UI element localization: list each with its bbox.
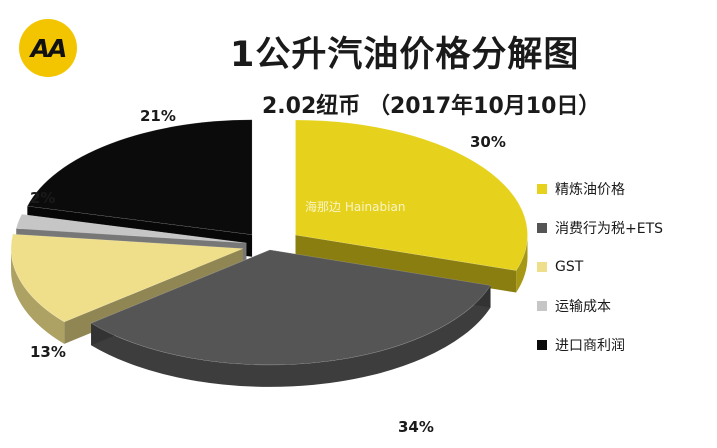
- pct-label-1: 30%: [470, 133, 506, 151]
- pie-slice-edge: [295, 235, 517, 293]
- legend-item-2: 消费行为税+ETS: [537, 219, 663, 237]
- pie-slice-2: [90, 249, 492, 387]
- legend-label: 精炼油价格: [555, 182, 625, 198]
- legend-swatch: [537, 223, 547, 233]
- legend-swatch: [537, 184, 547, 194]
- pie-slice-top: [26, 119, 253, 236]
- pie-slice-top: [15, 214, 247, 244]
- legend-item-3: GST: [537, 258, 663, 276]
- pie-slice-1: [295, 119, 528, 293]
- legend-item-5: 进口商利润: [537, 336, 663, 354]
- pie-slice-side: [11, 248, 65, 344]
- pct-label-4: 2%: [30, 189, 55, 207]
- chart-subtitle: 2.02纽币 （2017年10月10日）: [262, 94, 601, 119]
- legend-item-4: 运输成本: [537, 297, 663, 315]
- legend-label: 进口商利润: [555, 338, 625, 354]
- legend-label: 消费行为税+ETS: [555, 221, 664, 237]
- pie-slice-top: [295, 119, 528, 271]
- pct-label-3: 13%: [30, 343, 66, 361]
- chart-title: 1公升汽油价格分解图: [230, 35, 580, 75]
- legend-swatch: [537, 301, 547, 311]
- legend-item-1: 精炼油价格: [537, 180, 663, 198]
- pct-label-5: 21%: [140, 107, 176, 125]
- pie-slice-top: [10, 233, 244, 323]
- legend-swatch: [537, 340, 547, 350]
- legend-label: GST: [555, 259, 584, 275]
- pie-slice-top: [90, 249, 492, 366]
- aa-logo-text: AA: [30, 33, 68, 63]
- pie-slice-side: [91, 285, 491, 387]
- legend: 精炼油价格消费行为税+ETS GST 运输成本进口商利润: [537, 180, 663, 375]
- watermark-text: 海那边: [305, 200, 342, 214]
- watermark: 海那边 Hainabian: [305, 198, 405, 215]
- pie-slice-side: [516, 235, 528, 293]
- legend-label: 运输成本: [555, 299, 611, 315]
- aa-logo: AA: [19, 19, 77, 77]
- pct-label-2: 34%: [398, 418, 434, 436]
- watermark-sub: Hainabian: [344, 200, 406, 214]
- legend-swatch: [537, 262, 547, 272]
